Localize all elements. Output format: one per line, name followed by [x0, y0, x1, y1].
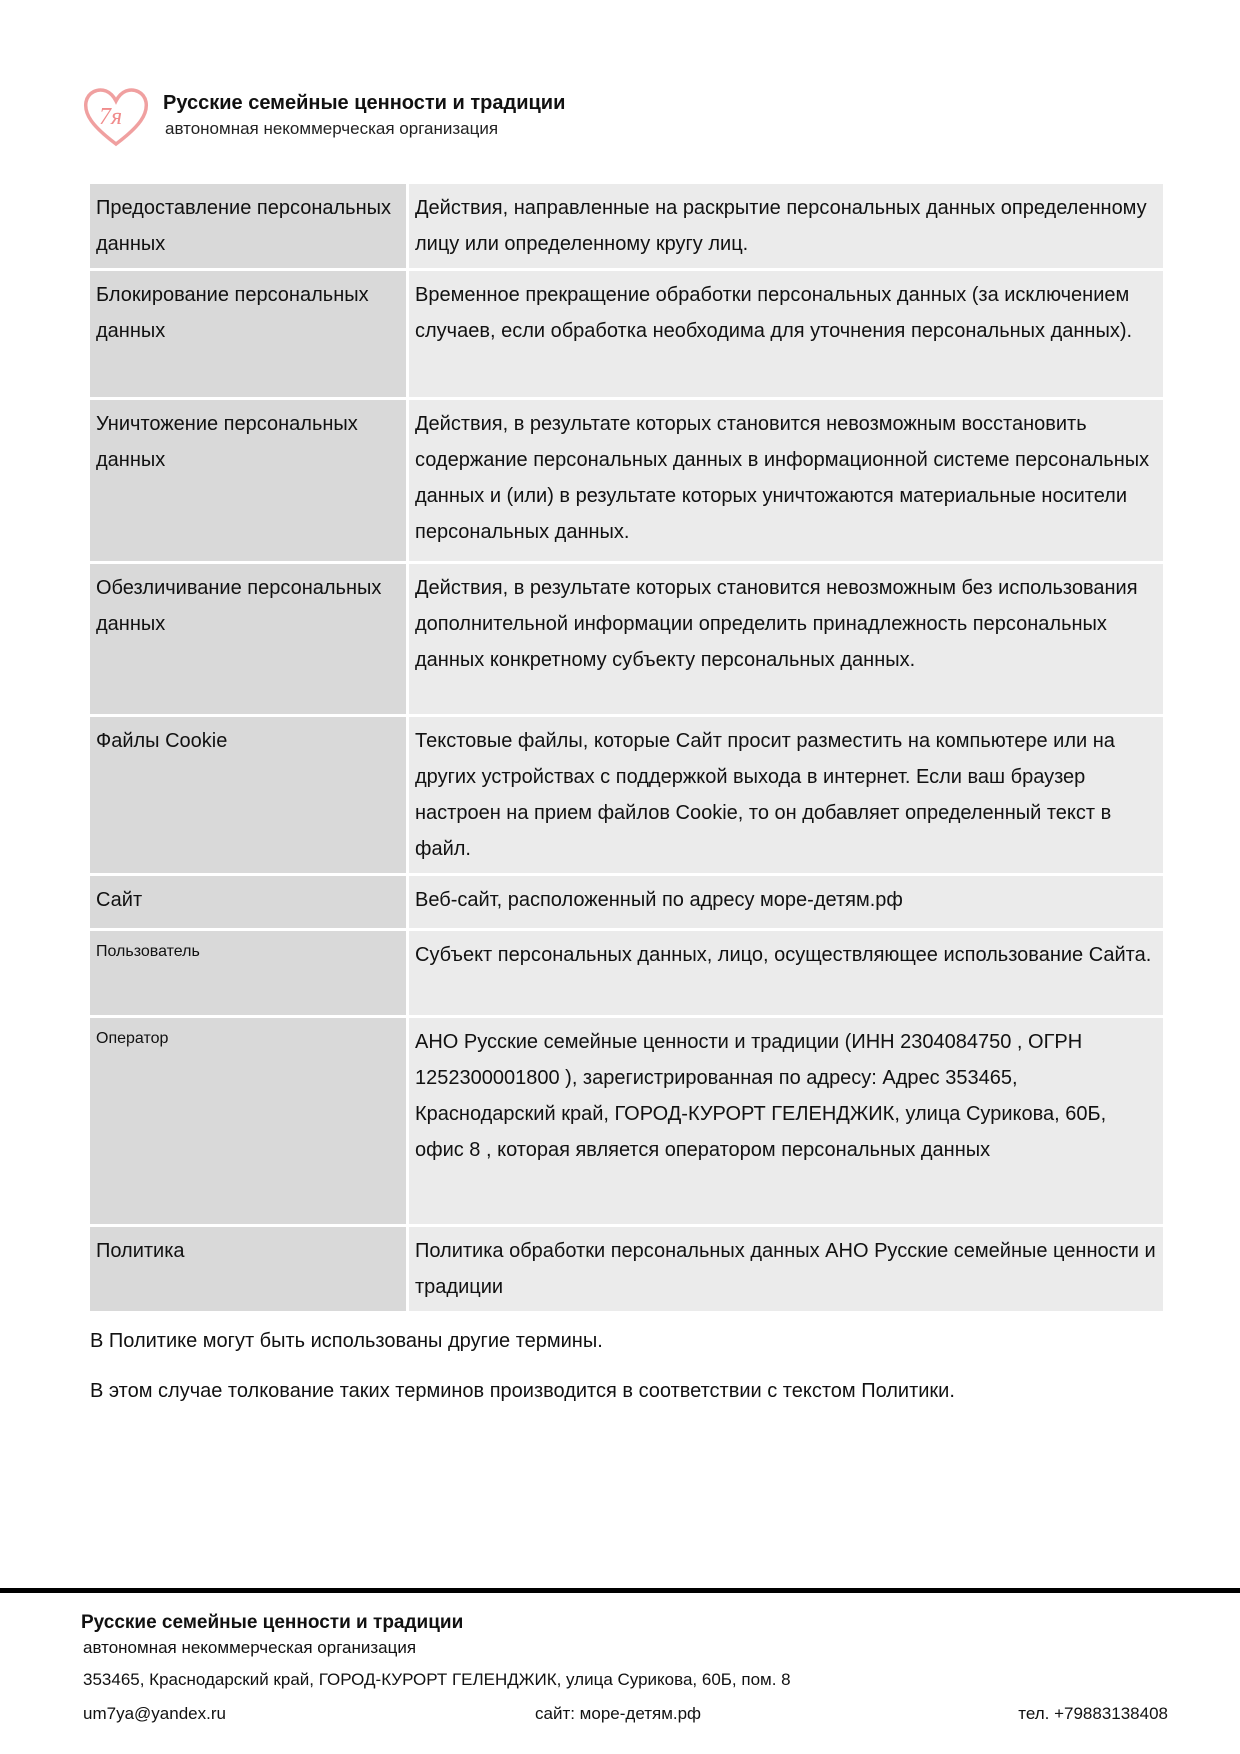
- table-row: Пользователь Субъект персональных данных,…: [90, 931, 1163, 1015]
- definition-cell: Временное прекращение обработки персонал…: [409, 271, 1163, 397]
- definition-cell: АНО Русские семейные ценности и традиции…: [409, 1018, 1163, 1224]
- footer-site: сайт: море-детям.рф: [535, 1704, 702, 1723]
- paragraph: В этом случае толкование таких терминов …: [90, 1380, 955, 1402]
- terms-table: Предоставление персональных данных Действ…: [90, 181, 1163, 1314]
- term-cell: Пользователь: [90, 931, 409, 1015]
- table-row: Сайт Веб-сайт, расположенный по адресу мо…: [90, 876, 1163, 928]
- definition-cell: Субъект персональных данных, лицо, осуще…: [409, 931, 1163, 1015]
- footer-address: 353465, Краснодарский край, ГОРОД-КУРОРТ…: [83, 1670, 791, 1689]
- table-row: Политика Политика обработки персональных …: [90, 1227, 1163, 1311]
- table-row: Предоставление персональных данных Действ…: [90, 184, 1163, 268]
- table-row: Уничтожение персональных данных Действия,…: [90, 400, 1163, 561]
- term-cell: Оператор: [90, 1018, 409, 1224]
- term-cell: Уничтожение персональных данных: [90, 400, 409, 561]
- table-row: Блокирование персональных данных Временно…: [90, 271, 1163, 397]
- footer-phone: тел. +79883138408: [1018, 1704, 1168, 1723]
- header-org-name: Русские семейные ценности и традиции: [163, 92, 566, 114]
- footer-org-type: автономная некоммерческая организация: [83, 1638, 417, 1657]
- footer-divider: [0, 1588, 1240, 1593]
- footer-org-name: Русские семейные ценности и традиции: [81, 1612, 464, 1633]
- footer-email: um7ya@yandex.ru: [83, 1704, 226, 1723]
- term-cell: Обезличивание персональных данных: [90, 564, 409, 714]
- definition-cell: Политика обработки персональных данных А…: [409, 1227, 1163, 1311]
- term-cell: Блокирование персональных данных: [90, 271, 409, 397]
- term-cell: Файлы Cookie: [90, 717, 409, 873]
- heart-logo-icon: 7я: [83, 88, 149, 147]
- definition-cell: Веб-сайт, расположенный по адресу море-д…: [409, 876, 1163, 928]
- table-row: Обезличивание персональных данных Действи…: [90, 564, 1163, 714]
- term-cell: Политика: [90, 1227, 409, 1311]
- paragraph: В Политике могут быть использованы други…: [90, 1330, 603, 1352]
- definition-cell: Действия, в результате которых становитс…: [409, 400, 1163, 561]
- table-row: Файлы Cookie Текстовые файлы, которые Сай…: [90, 717, 1163, 873]
- term-cell: Сайт: [90, 876, 409, 928]
- table-row: Оператор АНО Русские семейные ценности и …: [90, 1018, 1163, 1224]
- term-cell: Предоставление персональных данных: [90, 184, 409, 268]
- logo-lettering: 7я: [99, 104, 122, 130]
- definition-cell: Действия, направленные на раскрытие перс…: [409, 184, 1163, 268]
- header-org-type: автономная некоммерческая организация: [165, 119, 499, 138]
- definition-cell: Действия, в результате которых становитс…: [409, 564, 1163, 714]
- definition-cell: Текстовые файлы, которые Сайт просит раз…: [409, 717, 1163, 873]
